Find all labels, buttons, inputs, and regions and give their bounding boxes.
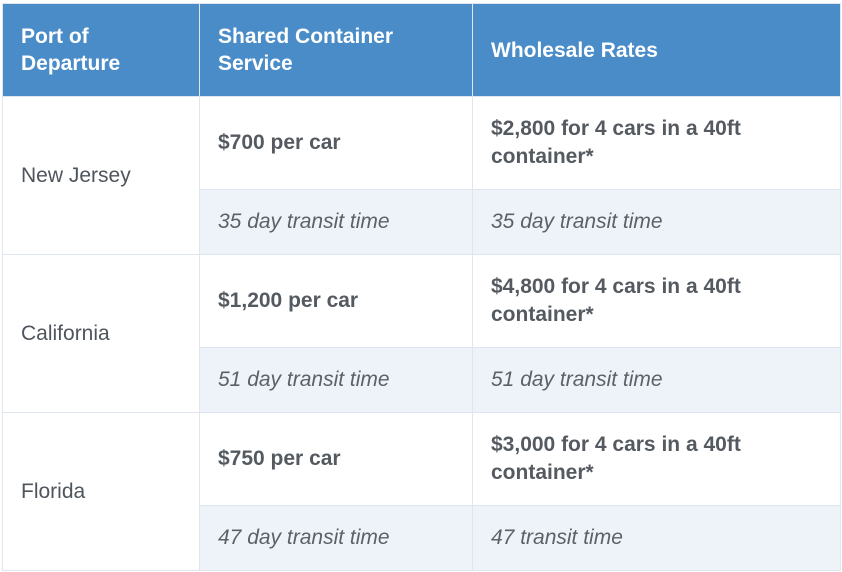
- shared-transit-cell: 35 day transit time: [199, 189, 473, 255]
- wholesale-transit-cell: 47 transit time: [472, 505, 841, 571]
- wholesale-price-cell: $4,800 for 4 cars in a 40ft container*: [472, 254, 841, 348]
- table-row: 51 day transit time 51 day transit time: [3, 347, 841, 413]
- table-row: 35 day transit time 35 day transit time: [3, 189, 841, 255]
- wholesale-transit-cell: 35 day transit time: [472, 189, 841, 255]
- shared-price-cell: $700 per car: [199, 96, 473, 190]
- shared-price-cell: $750 per car: [199, 412, 473, 506]
- header-row: Port of Departure Shared Container Servi…: [2, 3, 841, 97]
- wholesale-transit-cell: 51 day transit time: [472, 347, 841, 413]
- port-cell: New Jersey: [2, 96, 200, 255]
- port-cell: California: [2, 254, 200, 413]
- table-row: New Jersey $700 per car $2,800 for 4 car…: [2, 96, 841, 255]
- table-body: New Jersey $700 per car $2,800 for 4 car…: [2, 96, 841, 571]
- wholesale-price-cell: $2,800 for 4 cars in a 40ft container*: [472, 96, 841, 190]
- table-row: Florida $750 per car $3,000 for 4 cars i…: [2, 412, 841, 571]
- table-row: California $1,200 per car $4,800 for 4 c…: [2, 254, 841, 413]
- header-port-of-departure: Port of Departure: [2, 3, 200, 97]
- header-shared-container-service: Shared Container Service: [199, 3, 473, 97]
- shared-transit-cell: 47 day transit time: [199, 505, 473, 571]
- table-row: 47 day transit time 47 transit time: [3, 505, 841, 571]
- wholesale-price-cell: $3,000 for 4 cars in a 40ft container*: [472, 412, 841, 506]
- shared-price-cell: $1,200 per car: [199, 254, 473, 348]
- port-cell: Florida: [2, 412, 200, 571]
- header-wholesale-rates: Wholesale Rates: [472, 3, 841, 97]
- shipping-rates-table: Port of Departure Shared Container Servi…: [2, 3, 841, 571]
- shared-transit-cell: 51 day transit time: [199, 347, 473, 413]
- table-header: Port of Departure Shared Container Servi…: [2, 3, 841, 97]
